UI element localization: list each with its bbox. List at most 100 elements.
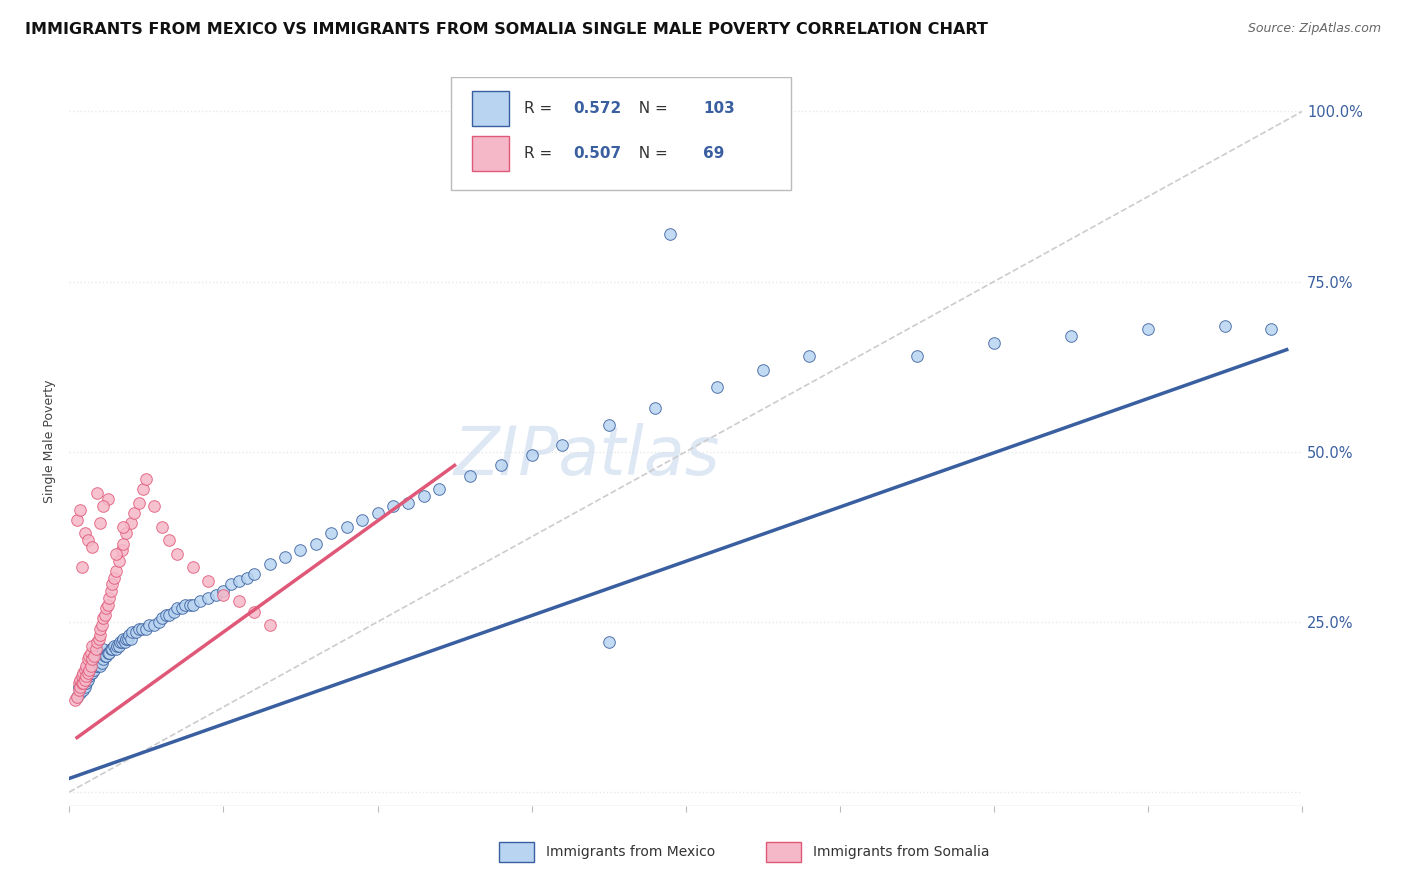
Point xyxy=(111,635,134,649)
Point xyxy=(107,639,129,653)
Point xyxy=(104,642,127,657)
Point xyxy=(104,564,127,578)
Point xyxy=(135,472,157,486)
Point xyxy=(115,632,138,646)
Point xyxy=(166,547,188,561)
Point xyxy=(86,635,108,649)
Point xyxy=(89,659,111,673)
Point xyxy=(83,663,105,677)
Point xyxy=(131,622,153,636)
Point xyxy=(86,652,108,666)
Point xyxy=(115,526,138,541)
Point xyxy=(79,669,101,683)
Point xyxy=(87,656,110,670)
Point xyxy=(76,533,98,548)
Text: R =: R = xyxy=(524,102,557,116)
Point xyxy=(120,516,142,531)
Point xyxy=(76,665,98,680)
Text: N =: N = xyxy=(628,146,672,161)
Point xyxy=(89,622,111,636)
Point xyxy=(101,577,124,591)
Point xyxy=(91,642,114,657)
Point xyxy=(65,693,87,707)
Point xyxy=(121,625,143,640)
Point xyxy=(100,584,122,599)
Point xyxy=(73,673,96,687)
Point xyxy=(983,335,1005,350)
Point xyxy=(69,680,91,694)
Point xyxy=(111,543,134,558)
Point xyxy=(73,663,96,677)
Text: 0.507: 0.507 xyxy=(574,146,621,161)
Point xyxy=(70,560,93,574)
Point xyxy=(212,588,235,602)
Point xyxy=(89,648,111,663)
Point xyxy=(259,618,281,632)
Point xyxy=(107,554,129,568)
FancyBboxPatch shape xyxy=(451,78,790,190)
Point xyxy=(70,669,93,683)
Point xyxy=(598,635,620,649)
Point xyxy=(72,665,94,680)
Point xyxy=(90,656,112,670)
Point xyxy=(89,628,111,642)
Point xyxy=(143,618,166,632)
Point xyxy=(128,622,150,636)
Point xyxy=(659,227,682,241)
Text: IMMIGRANTS FROM MEXICO VS IMMIGRANTS FROM SOMALIA SINGLE MALE POVERTY CORRELATIO: IMMIGRANTS FROM MEXICO VS IMMIGRANTS FRO… xyxy=(25,22,988,37)
Point xyxy=(150,611,173,625)
Point xyxy=(551,438,574,452)
Point xyxy=(148,615,170,629)
Point xyxy=(101,642,124,657)
Point xyxy=(489,458,512,473)
Point xyxy=(82,639,104,653)
Point xyxy=(155,608,177,623)
Point xyxy=(427,482,450,496)
Point xyxy=(166,601,188,615)
Point xyxy=(84,652,107,666)
Point xyxy=(97,646,120,660)
Point xyxy=(706,380,728,394)
Text: ZIPatlas: ZIPatlas xyxy=(454,423,720,489)
Point xyxy=(103,571,125,585)
Point xyxy=(75,676,97,690)
Point xyxy=(84,642,107,657)
Point xyxy=(69,502,91,516)
Point xyxy=(66,513,89,527)
Point xyxy=(117,632,139,646)
Point xyxy=(97,492,120,507)
Text: Immigrants from Mexico: Immigrants from Mexico xyxy=(546,845,714,859)
Point xyxy=(98,591,121,605)
Point xyxy=(321,526,343,541)
Point xyxy=(1213,318,1236,333)
Point xyxy=(170,601,193,615)
Point xyxy=(118,628,141,642)
Point xyxy=(159,533,181,548)
Point xyxy=(228,594,250,608)
Point xyxy=(66,690,89,704)
Point xyxy=(235,571,257,585)
Text: 0.572: 0.572 xyxy=(574,102,621,116)
Point xyxy=(75,669,97,683)
Point xyxy=(82,540,104,554)
Point xyxy=(94,648,117,663)
Point xyxy=(84,659,107,673)
Point xyxy=(67,676,90,690)
Point xyxy=(143,499,166,513)
Point xyxy=(120,632,142,646)
Point xyxy=(105,639,128,653)
Text: Source: ZipAtlas.com: Source: ZipAtlas.com xyxy=(1247,22,1381,36)
Point xyxy=(69,686,91,700)
Point xyxy=(219,577,242,591)
Point xyxy=(243,567,266,582)
Point xyxy=(72,676,94,690)
Point xyxy=(197,591,219,605)
Point xyxy=(290,543,312,558)
Point xyxy=(104,547,127,561)
Point xyxy=(79,648,101,663)
Point xyxy=(83,648,105,663)
Point xyxy=(1137,322,1160,336)
Point xyxy=(87,632,110,646)
Point xyxy=(75,659,97,673)
Text: N =: N = xyxy=(628,102,672,116)
